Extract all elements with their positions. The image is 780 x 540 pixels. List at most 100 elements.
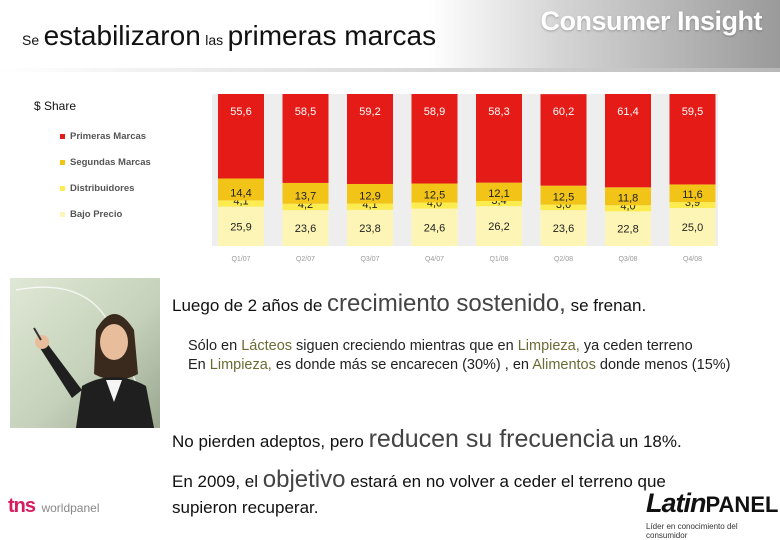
category-detail: Sólo en Lácteos siguen creciendo mientra… bbox=[188, 337, 768, 375]
bar-segment bbox=[218, 200, 264, 207]
emphasis-text: objetivo bbox=[262, 466, 346, 493]
latinpanel-tagline: Líder en conocimiento del consumidor bbox=[646, 522, 738, 540]
bar-segment bbox=[669, 202, 716, 208]
bar-segment bbox=[218, 94, 264, 179]
bar-segment bbox=[282, 210, 329, 246]
text-run: ya ceden terreno bbox=[583, 338, 693, 354]
bar-segment bbox=[218, 206, 264, 246]
text-run: estará en no volver a ceder el terreno q… bbox=[172, 472, 666, 517]
legend-item: Primeras Marcas bbox=[60, 130, 151, 156]
bar-segment bbox=[476, 182, 522, 202]
bar-segment bbox=[476, 201, 522, 207]
data-label: 11,6 bbox=[682, 189, 703, 201]
header-bar bbox=[0, 0, 780, 68]
bar-segment bbox=[411, 183, 458, 203]
bar-segment bbox=[218, 178, 264, 201]
emphasis-text: reducen su frecuencia bbox=[368, 425, 615, 453]
bar-segment bbox=[347, 209, 393, 246]
data-label: 55,6 bbox=[230, 106, 251, 118]
bar-segment bbox=[347, 94, 393, 184]
text-run: Sólo en bbox=[188, 338, 238, 354]
bar-segment bbox=[540, 210, 587, 246]
legend-label: Primeras Marcas bbox=[70, 131, 147, 142]
legend-swatch bbox=[60, 134, 65, 139]
data-label: 12,9 bbox=[359, 191, 380, 203]
legend-label: Distribuidores bbox=[70, 183, 135, 194]
data-label: 22,8 bbox=[617, 224, 638, 236]
bar-segment bbox=[476, 94, 522, 183]
bar-segment bbox=[540, 185, 587, 205]
bar-segment bbox=[540, 204, 587, 211]
woman-photo bbox=[10, 278, 160, 428]
x-tick-label: Q1/08 bbox=[489, 256, 508, 263]
stacked-bar-chart: 25,94,114,455,6Q1/0723,64,213,758,5Q2/07… bbox=[212, 94, 718, 263]
text-run: No pierden adeptos, pero bbox=[172, 432, 364, 451]
legend-swatch bbox=[60, 186, 65, 191]
title-word: las bbox=[205, 32, 224, 48]
data-label: 61,4 bbox=[617, 106, 638, 118]
data-label: 14,4 bbox=[230, 187, 251, 199]
x-tick-label: Q1/07 bbox=[231, 256, 250, 263]
text-run: siguen creciendo mientras que en bbox=[296, 338, 514, 354]
data-label: 59,5 bbox=[682, 106, 703, 118]
bar-segment bbox=[347, 203, 393, 210]
text-run: En 2009, el bbox=[172, 472, 259, 491]
y-axis-label: $ Share bbox=[34, 99, 77, 113]
category-limpieza: Limpieza, bbox=[517, 338, 580, 354]
detail-line: En Limpieza, es donde más se encarecen (… bbox=[188, 356, 768, 375]
text-run: donde menos (15%) bbox=[599, 357, 731, 373]
bar-segment bbox=[411, 202, 458, 209]
bar-segment bbox=[540, 94, 587, 186]
woman-drawing-illustration bbox=[15, 286, 154, 428]
data-label: 58,5 bbox=[295, 106, 316, 118]
category-lacteos: Lácteos bbox=[241, 338, 293, 354]
data-label: 23,8 bbox=[359, 223, 380, 235]
x-tick-label: Q4/07 bbox=[425, 256, 444, 263]
header-divider bbox=[0, 68, 780, 72]
bar-segment bbox=[411, 94, 458, 184]
legend-swatch bbox=[60, 212, 65, 217]
worldpanel-logo-text: worldpanel bbox=[41, 501, 100, 515]
legend-swatch bbox=[60, 160, 65, 165]
page-title: Se estabilizaron las primeras marcas bbox=[22, 20, 436, 52]
bar-segment bbox=[282, 182, 329, 204]
legend-label: Segundas Marcas bbox=[70, 157, 151, 168]
text-run: Luego de 2 años de bbox=[172, 296, 323, 315]
frequency-sentence: No pierden adeptos, pero reducen su frec… bbox=[172, 425, 682, 454]
legend-label: Bajo Precio bbox=[70, 209, 123, 220]
detail-line: Sólo en Lácteos siguen creciendo mientra… bbox=[188, 337, 768, 356]
title-word: Se bbox=[22, 32, 40, 48]
objective-sentence: En 2009, el objetivo estará en no volver… bbox=[172, 467, 732, 521]
bar-segment bbox=[669, 208, 716, 246]
category-limpieza: Limpieza, bbox=[209, 357, 272, 373]
bar-segment bbox=[282, 94, 329, 183]
bar-segment bbox=[347, 183, 393, 204]
bar-segment bbox=[282, 203, 329, 211]
title-word: primeras marcas bbox=[227, 20, 437, 51]
data-label: 11,8 bbox=[618, 192, 639, 204]
bar-segment bbox=[605, 94, 651, 188]
bar-segment bbox=[605, 211, 651, 246]
consumer-insight-logo: Consumer Insight bbox=[540, 6, 762, 36]
latinpanel-wordmark: LatinPANEL bbox=[646, 488, 780, 520]
tns-worldpanel-logo: tns worldpanel bbox=[8, 495, 100, 518]
chart-legend: Primeras Marcas Segundas Marcas Distribu… bbox=[60, 130, 151, 234]
bar-segment bbox=[605, 205, 651, 212]
bar-segment bbox=[669, 94, 716, 185]
text-run: se frenan. bbox=[570, 296, 647, 315]
emphasis-text: crecimiento sostenido, bbox=[327, 290, 566, 317]
data-label: 12,1 bbox=[488, 188, 509, 200]
data-label: 12,5 bbox=[424, 190, 445, 202]
data-label: 23,6 bbox=[295, 223, 316, 235]
bar-segment bbox=[605, 187, 651, 206]
legend-item: Bajo Precio bbox=[60, 208, 151, 234]
category-alimentos: Alimentos bbox=[532, 357, 596, 373]
bar-segment bbox=[476, 206, 522, 246]
x-tick-label: Q4/08 bbox=[683, 256, 702, 263]
text-run: un 18%. bbox=[619, 432, 682, 451]
panel-text: PANEL bbox=[705, 492, 779, 517]
commentary: Luego de 2 años de crecimiento sostenido… bbox=[172, 290, 772, 517]
latin-text: Latin bbox=[646, 488, 706, 518]
x-tick-label: Q3/07 bbox=[360, 256, 379, 263]
text-run: En bbox=[188, 357, 206, 373]
